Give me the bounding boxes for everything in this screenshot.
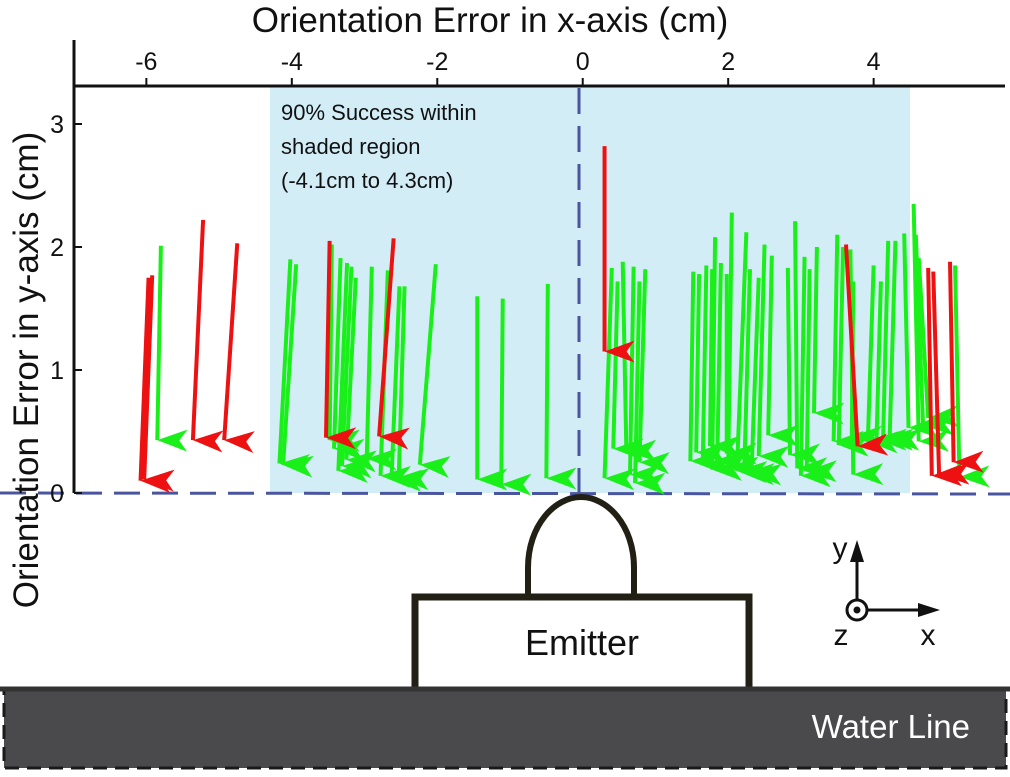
frame-y-arrowhead [850,540,864,562]
x-axis-title: Orientation Error in x-axis (cm) [252,1,728,40]
success-arrow [881,240,914,451]
success-arrow [637,269,670,475]
failure-arrow [324,240,357,450]
failure-arrow [142,275,175,492]
success-arrow [327,244,360,452]
frame-z-dot [853,606,861,614]
success-arrow [694,274,727,464]
water-line-label: Water Line [812,708,970,745]
failure-arrow [190,219,224,453]
failure-arrow [948,261,984,473]
success-arrow [734,232,768,484]
success-arrow [155,245,188,452]
x-tick-label: 0 [576,48,590,76]
x-tick-label: 4 [867,48,881,76]
y-tick-label: 3 [50,111,64,139]
success-arrow [793,221,828,480]
success-arrow [417,264,451,479]
success-arrow [544,283,577,490]
success-arrow [953,265,990,488]
failure-arrow [931,271,970,485]
success-arrow [633,281,666,495]
success-arrow [602,267,635,491]
success-arrow [766,255,799,447]
region-annotation-line-1: 90% Success within [281,100,477,125]
y-tick-label: 0 [50,480,64,508]
success-arrow [742,269,775,486]
y-tick-label: 2 [50,234,64,262]
success-arrow [281,264,314,478]
success-arrow [332,258,365,461]
success-arrow [708,269,741,458]
region-annotation-line-2: shaded region [281,134,420,159]
x-ticks: -6 -4 -2 0 2 4 [135,48,881,86]
success-arrow [836,246,869,457]
success-arrow [756,244,790,468]
success-arrow [726,212,759,479]
success-arrow [865,265,899,454]
y-axis-title: Orientation Error in y-axis (cm) [7,132,46,608]
success-arrow [688,271,721,473]
x-tick-label: -6 [135,48,157,76]
x-tick-label: -4 [281,48,303,76]
x-tick-label: -2 [426,48,448,76]
success-arrow [715,262,748,473]
failure-arrow [138,277,171,493]
success-arrow [804,269,837,483]
frame-z-label: z [834,619,849,652]
failure-arrow [926,267,963,487]
failure-arrows [138,146,984,493]
frame-y-label: y [833,532,848,565]
success-arrow [611,281,644,461]
y-tick-label: 1 [50,357,64,385]
success-arrow [628,266,661,487]
zero-x-dashed-line [0,491,1010,496]
success-arrow [499,298,532,496]
success-arrow [785,267,821,466]
success-arrow [887,240,920,451]
success-arrow [700,265,733,477]
success-arrow [798,256,832,488]
emitter-label: Emitter [525,622,639,663]
frame-x-label: x [921,619,936,652]
success-arrow [831,234,864,453]
success-arrow [916,257,959,428]
water-line-band [2,687,1008,770]
success-arrow [277,259,310,477]
failure-arrow [377,238,410,450]
success-arrow [749,277,782,486]
success-arrow [812,246,845,425]
emitter-dome [525,493,637,597]
success-arrow [364,266,398,471]
x-tick-label: 2 [721,48,735,76]
success-arrow [913,234,954,436]
success-arrow [874,281,907,451]
frame-x-arrowhead [918,603,940,617]
region-annotation-line-3: (-4.1cm to 4.3cm) [281,168,453,193]
success-arrow [902,233,939,439]
y-ticks: 0 1 2 3 [50,111,82,508]
success-arrow [710,237,743,482]
failure-arrow [844,244,889,456]
failure-arrow [222,243,255,454]
